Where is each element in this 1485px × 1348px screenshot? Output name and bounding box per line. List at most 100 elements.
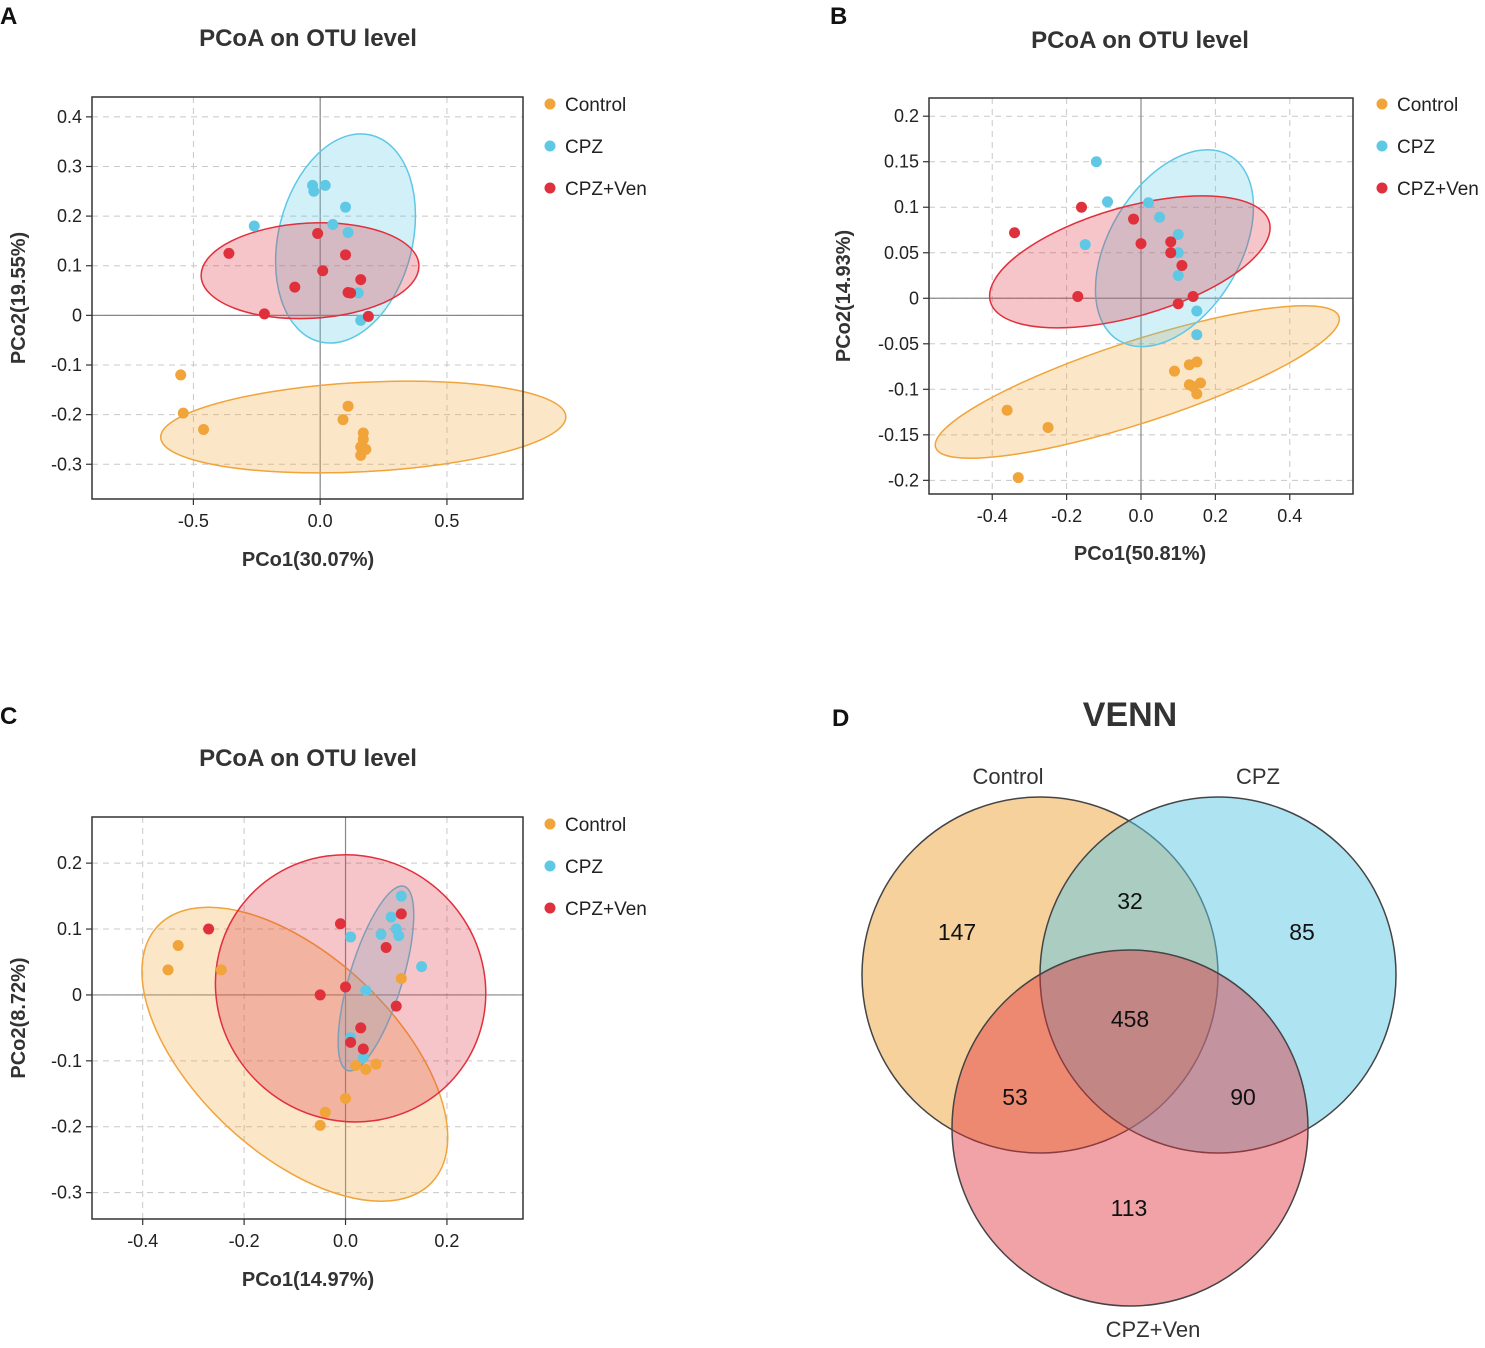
- confidence-ellipse-cpz: [1094, 149, 1255, 348]
- data-point-control: [314, 1119, 326, 1131]
- legend-label: CPZ+Ven: [565, 899, 647, 920]
- y-tick-label: 0.05: [884, 243, 919, 263]
- venn-set-label-control: Control: [973, 764, 1044, 789]
- x-tick-label: -0.2: [1051, 506, 1082, 526]
- venn-count-control-only: 147: [938, 919, 976, 945]
- data-point-cpz-ven: [395, 908, 407, 920]
- data-point-cpz: [345, 931, 357, 943]
- data-point-control: [342, 400, 354, 412]
- plot-area: -0.5 0.0 0.5 -0.3 -0.2 -0.1 0 0.1 0.2 0.3 0.4: [51, 96, 567, 531]
- legend-marker: [544, 98, 556, 110]
- data-point-cpz-ven: [340, 981, 352, 993]
- data-point-cpz-ven: [340, 249, 352, 261]
- y-tick-label: -0.05: [878, 334, 919, 354]
- data-point-control: [1195, 377, 1207, 389]
- data-point-cpz-ven: [1128, 213, 1140, 225]
- data-point-cpz: [1191, 305, 1203, 317]
- data-point-control: [1191, 388, 1203, 400]
- data-point-cpz: [1142, 197, 1154, 209]
- data-point-cpz: [1172, 229, 1184, 241]
- data-point-cpz: [342, 226, 354, 238]
- legend-label: Control: [565, 95, 626, 116]
- data-point-control: [355, 449, 367, 461]
- data-point-cpz: [393, 930, 405, 942]
- x-tick-label: 0.4: [1277, 506, 1302, 526]
- data-point-control: [175, 369, 187, 381]
- venn-title: VENN: [1083, 696, 1177, 734]
- data-point-control: [340, 1092, 352, 1104]
- confidence-ellipse-cpz-ven: [200, 222, 420, 320]
- data-point-cpz-ven: [390, 1000, 402, 1012]
- data-point-cpz-ven: [203, 923, 215, 935]
- data-point-control: [395, 972, 407, 984]
- data-point-cpz: [1191, 329, 1203, 341]
- y-tick-label: 0.4: [57, 107, 82, 127]
- legend-label: CPZ: [565, 857, 603, 878]
- data-point-control: [360, 1063, 372, 1075]
- panel-label-a: A: [0, 3, 17, 30]
- data-point-cpz-ven: [312, 227, 324, 239]
- y-tick-label: -0.2: [51, 1117, 82, 1137]
- panel-c: C PCoA on OTU level PCo1(14.97%) PCo2(8.…: [0, 703, 647, 1291]
- data-point-cpz: [357, 1052, 369, 1064]
- y-tick-label: -0.1: [888, 379, 919, 399]
- x-tick-label: -0.4: [127, 1231, 158, 1251]
- y-tick-label: 0.1: [57, 256, 82, 276]
- legend: Control CPZ CPZ+Ven: [544, 815, 647, 920]
- chart-title: PCoA on OTU level: [199, 745, 417, 772]
- data-point-cpz: [1090, 156, 1102, 168]
- data-point-cpz: [416, 961, 428, 973]
- legend-label: Control: [1397, 95, 1458, 116]
- data-point-cpz-ven: [1075, 201, 1087, 213]
- venn-count-control-cpz: 32: [1117, 888, 1143, 914]
- data-point-cpz: [308, 185, 320, 197]
- data-point-cpz: [340, 201, 352, 213]
- data-point-cpz: [1079, 239, 1091, 251]
- data-point-control: [370, 1058, 382, 1070]
- data-point-cpz-ven: [1135, 238, 1147, 250]
- venn-count-cpzven-only: 113: [1111, 1195, 1148, 1221]
- confidence-ellipse-control: [141, 906, 449, 1202]
- y-tick-label: -0.2: [888, 470, 919, 490]
- legend: Control CPZ CPZ+Ven: [1376, 95, 1479, 200]
- data-point-cpz-ven: [1176, 260, 1188, 272]
- venn-circle-cpz-ven: [951, 949, 1309, 1307]
- legend-label: CPZ: [565, 137, 603, 158]
- panel-label-d: D: [832, 705, 849, 732]
- legend-marker: [544, 818, 556, 830]
- confidence-ellipse-cpz-ven: [988, 195, 1271, 329]
- data-point-cpz-ven: [334, 918, 346, 930]
- data-point-cpz-ven: [380, 941, 392, 953]
- data-point-cpz: [1154, 211, 1166, 223]
- x-tick-label: 0.2: [1203, 506, 1228, 526]
- y-tick-label: -0.3: [51, 1183, 82, 1203]
- data-point-cpz: [395, 890, 407, 902]
- y-tick-label: -0.1: [51, 1051, 82, 1071]
- legend-marker: [1376, 140, 1388, 152]
- data-point-control: [1168, 365, 1180, 377]
- panel-b: B PCoA on OTU level PCo1(50.81%) PCo2(14…: [830, 3, 1479, 565]
- data-point-cpz-ven: [317, 265, 329, 277]
- venn-count-control-cpzven: 53: [1002, 1084, 1028, 1110]
- x-tick-label: 0.2: [434, 1231, 459, 1251]
- legend-marker: [544, 860, 556, 872]
- y-tick-label: 0.1: [894, 197, 919, 217]
- venn-count-all: 458: [1111, 1006, 1149, 1032]
- plot-area: -0.4 -0.2 0.0 0.2 0.4 -0.2 -0.15 -0.1 -0.05 0 0.05…: [878, 97, 1354, 526]
- x-axis-label: PCo1(30.07%): [242, 549, 374, 571]
- y-axis-label: PCo2(8.72%): [8, 957, 30, 1078]
- y-tick-label: -0.1: [51, 355, 82, 375]
- x-tick-label: -0.4: [977, 506, 1008, 526]
- x-tick-label: 0.0: [1128, 506, 1153, 526]
- x-tick-label: 0.0: [308, 511, 333, 531]
- y-tick-label: 0.1: [57, 919, 82, 939]
- chart-title: PCoA on OTU level: [199, 25, 417, 52]
- data-point-cpz-ven: [289, 281, 301, 293]
- venn-count-cpz-only: 85: [1289, 919, 1315, 945]
- data-point-cpz-ven: [355, 274, 367, 286]
- data-point-control: [1042, 422, 1054, 434]
- data-point-control: [1001, 404, 1013, 416]
- data-point-cpz: [352, 287, 364, 299]
- data-point-cpz-ven: [362, 310, 374, 322]
